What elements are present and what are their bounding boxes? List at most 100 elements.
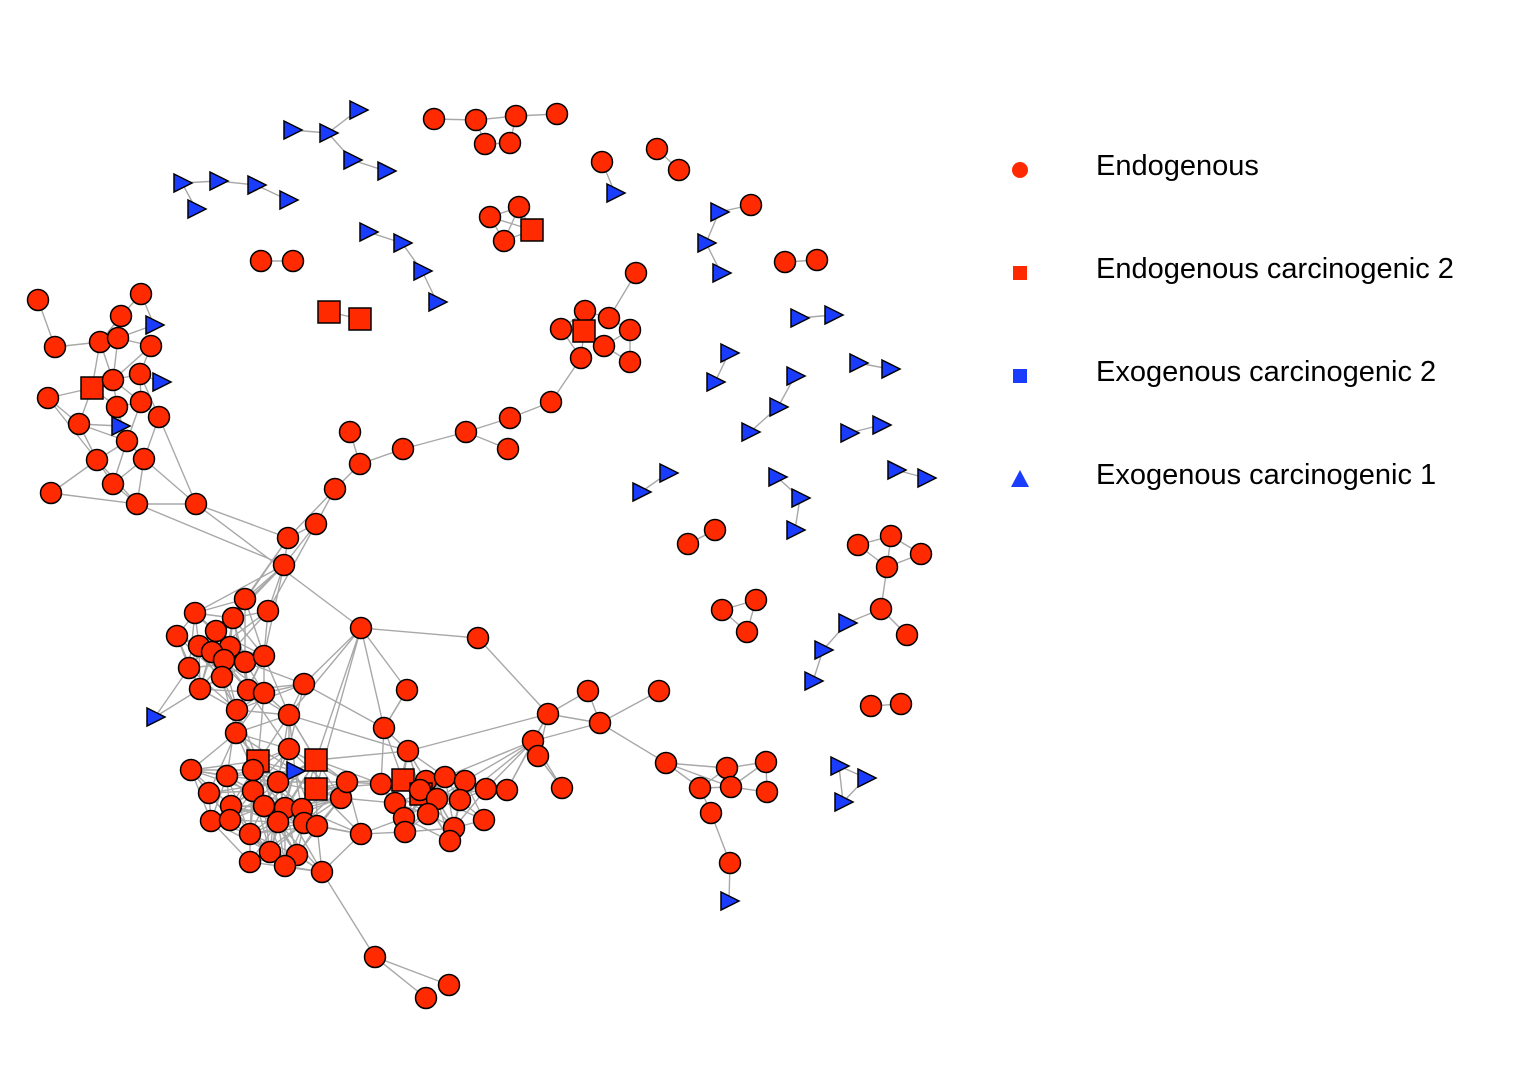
legend-label: Endogenous — [1096, 150, 1259, 182]
exogenous-carcinogenic-1-node — [247, 174, 268, 196]
endogenous-node — [645, 137, 669, 161]
endogenous-node — [335, 770, 359, 794]
endogenous-node — [252, 644, 276, 668]
exogenous-carcinogenic-1-node — [209, 170, 230, 192]
endogenous-node — [276, 526, 300, 550]
endogenous-node — [372, 716, 396, 740]
edge — [143, 458, 197, 505]
endogenous-carcinogenic-2-node — [317, 300, 341, 324]
endogenous-carcinogenic-2-node — [304, 748, 328, 772]
edge — [360, 627, 408, 691]
endogenous-node — [755, 780, 779, 804]
exogenous-carcinogenic-1-node — [606, 182, 627, 204]
endogenous-node — [699, 801, 723, 825]
legend: Endogenous Endogenous carcinogenic 2 Exo… — [1000, 140, 1520, 552]
exogenous-carcinogenic-1-node — [279, 189, 300, 211]
exogenous-carcinogenic-1-node — [804, 670, 825, 692]
endogenous-node — [210, 665, 234, 689]
endogenous-node — [773, 250, 797, 274]
endogenous-node — [128, 362, 152, 386]
endogenous-carcinogenic-2-node — [80, 376, 104, 400]
exogenous-carcinogenic-1-node — [343, 149, 364, 171]
endogenous-node — [304, 512, 328, 536]
endogenous-node — [569, 346, 593, 370]
exogenous-carcinogenic-1-node — [769, 396, 790, 418]
endogenous-node — [879, 524, 903, 548]
edge-layer — [37, 109, 927, 999]
exogenous-carcinogenic-1-node — [659, 462, 680, 484]
endogenous-node — [597, 306, 621, 330]
endogenous-node — [573, 299, 597, 323]
edge — [287, 488, 336, 539]
network-graph — [26, 99, 938, 1010]
square-icon — [1013, 266, 1027, 280]
endogenous-node — [550, 776, 574, 800]
edge — [599, 722, 667, 764]
endogenous-node — [101, 368, 125, 392]
endogenous-node — [754, 750, 778, 774]
endogenous-node — [224, 721, 248, 745]
endogenous-node — [101, 472, 125, 496]
endogenous-node — [859, 694, 883, 718]
endogenous-node — [43, 335, 67, 359]
endogenous-node — [197, 781, 221, 805]
endogenous-node — [258, 840, 282, 864]
exogenous-carcinogenic-1-node — [849, 352, 870, 374]
edge — [288, 748, 342, 799]
edge — [459, 740, 534, 801]
edge — [194, 564, 285, 614]
edge — [195, 503, 289, 539]
endogenous-node — [233, 587, 257, 611]
endogenous-node — [125, 492, 149, 516]
edge — [464, 740, 534, 782]
endogenous-node — [474, 777, 498, 801]
endogenous-node — [545, 102, 569, 126]
exogenous-carcinogenic-1-node — [830, 755, 851, 777]
node-layer — [26, 99, 938, 1010]
endogenous-node — [618, 318, 642, 342]
endogenous-node — [105, 395, 129, 419]
endogenous-node — [590, 150, 614, 174]
exogenous-carcinogenic-1-node — [632, 481, 653, 503]
endogenous-node — [492, 229, 516, 253]
endogenous-node — [273, 854, 297, 878]
endogenous-node — [735, 620, 759, 644]
endogenous-node — [305, 814, 329, 838]
exogenous-carcinogenic-1-node — [349, 99, 370, 121]
endogenous-node — [183, 601, 207, 625]
endogenous-carcinogenic-2-node — [348, 307, 372, 331]
edge — [374, 956, 450, 986]
endogenous-node — [26, 288, 50, 312]
exogenous-carcinogenic-1-node — [741, 421, 762, 443]
endogenous-node — [688, 776, 712, 800]
endogenous-node — [349, 822, 373, 846]
edge — [136, 503, 285, 566]
edge — [532, 722, 601, 742]
endogenous-node — [129, 390, 153, 414]
exogenous-carcinogenic-1-node — [786, 365, 807, 387]
edge — [360, 627, 479, 639]
legend-label: Endogenous carcinogenic 2 — [1096, 253, 1454, 285]
endogenous-node — [179, 758, 203, 782]
endogenous-node — [215, 764, 239, 788]
exogenous-carcinogenic-1-node — [791, 487, 812, 509]
endogenous-node — [106, 326, 130, 350]
square-icon — [1013, 369, 1027, 383]
endogenous-node — [453, 769, 477, 793]
endogenous-node — [454, 420, 478, 444]
endogenous-carcinogenic-2-node — [304, 777, 328, 801]
edge — [360, 627, 385, 729]
endogenous-node — [199, 809, 223, 833]
endogenous-node — [889, 692, 913, 716]
endogenous-node — [225, 698, 249, 722]
exogenous-carcinogenic-1-node — [857, 767, 878, 789]
endogenous-node — [281, 249, 305, 273]
legend-label: Exogenous carcinogenic 2 — [1096, 356, 1437, 388]
exogenous-carcinogenic-1-node — [917, 467, 938, 489]
endogenous-node — [909, 542, 933, 566]
endogenous-carcinogenic-2-node — [520, 218, 544, 242]
endogenous-node — [703, 518, 727, 542]
exogenous-carcinogenic-1-node — [720, 342, 741, 364]
exogenous-carcinogenic-1-node — [697, 232, 718, 254]
endogenous-node — [132, 447, 156, 471]
